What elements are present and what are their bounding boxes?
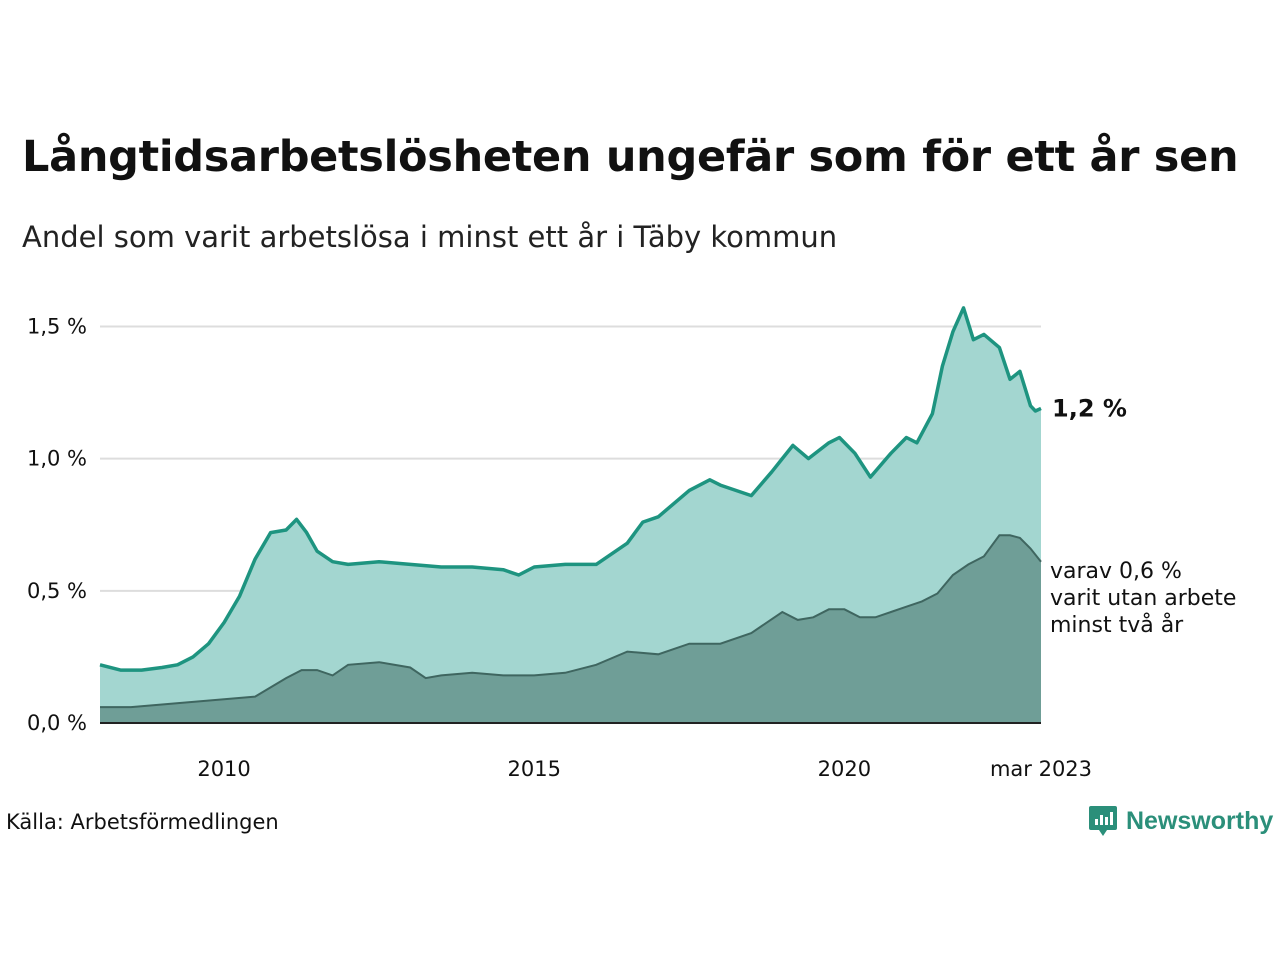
brand-name: Newsworthy [1126, 806, 1274, 835]
y-tick-label: 0,0 % [27, 711, 87, 735]
x-tick-label: mar 2023 [990, 757, 1092, 781]
y-tick-label: 1,0 % [27, 447, 87, 471]
subset-annotation-line: varav 0,6 % [1050, 559, 1182, 584]
x-tick-label: 2010 [197, 757, 250, 781]
chart-subtitle: Andel som varit arbetslösa i minst ett å… [22, 220, 838, 254]
x-tick-label: 2015 [507, 757, 560, 781]
area-series [99, 306, 1042, 723]
chart-bubble-icon [1089, 806, 1117, 836]
axes: 0,0 % 0,5 % 1,0 % 1,5 % 2010 2015 2020 mar 2023 [27, 314, 1092, 781]
x-tick-label: 2020 [818, 757, 871, 781]
brand-logo[interactable]: Newsworthy [1088, 804, 1273, 838]
subset-line [100, 534, 1042, 709]
subset-annotation-line: minst två år [1050, 612, 1184, 638]
subset-annotation-line: varit utan arbete [1050, 586, 1236, 611]
source-note: Källa: Arbetsförmedlingen [6, 810, 279, 834]
y-tick-label: 1,5 % [27, 314, 87, 338]
chart-title: Långtidsarbetslösheten ungefär som för e… [22, 132, 1239, 182]
subset-area [100, 535, 1041, 723]
total-line [99, 306, 1042, 672]
total-end-label: 1,2 % [1052, 394, 1127, 422]
y-tick-label: 0,5 % [27, 579, 87, 603]
